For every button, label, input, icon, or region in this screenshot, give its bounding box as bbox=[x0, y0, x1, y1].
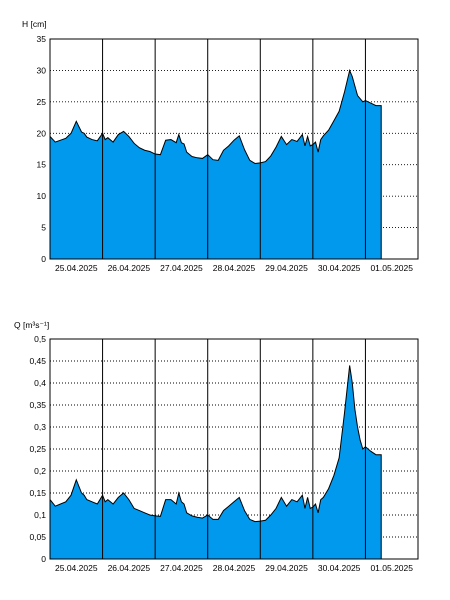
plot-frame bbox=[49, 38, 419, 260]
y-tick-label: 0,2 bbox=[34, 466, 46, 476]
y-tick-label: 0,5 bbox=[34, 334, 46, 344]
x-tick-label: 29.04.2025 bbox=[265, 263, 308, 273]
y-tick-label: 0,25 bbox=[29, 444, 46, 454]
x-tick-label: 27.04.2025 bbox=[160, 263, 203, 273]
x-tick-label: 30.04.2025 bbox=[318, 563, 361, 573]
series-area bbox=[49, 68, 382, 260]
x-tick-label: 26.04.2025 bbox=[108, 563, 151, 573]
y-axis-label: H [cm] bbox=[22, 19, 47, 29]
x-tick-label: 01.05.2025 bbox=[370, 263, 413, 273]
y-tick-label: 0,45 bbox=[29, 356, 46, 366]
series-area bbox=[49, 365, 382, 560]
y-tick-label: 0,05 bbox=[29, 532, 46, 542]
y-tick-label: 5 bbox=[41, 223, 46, 233]
y-tick-label: 0 bbox=[41, 254, 46, 264]
discharge-chart: Q [m³s⁻¹] 0 0,05 0,1 0,15 0,2 0,25 0,3 0,35 0,4 0,… bbox=[14, 320, 419, 573]
x-tick-label: 28.04.2025 bbox=[213, 563, 256, 573]
x-tick-label: 26.04.2025 bbox=[108, 263, 151, 273]
y-tick-label: 0,1 bbox=[34, 510, 46, 520]
x-tick-label: 29.04.2025 bbox=[265, 563, 308, 573]
y-tick-label: 0,35 bbox=[29, 400, 46, 410]
x-tick-label: 01.05.2025 bbox=[370, 563, 413, 573]
y-tick-label: 25 bbox=[37, 97, 47, 107]
y-tick-label: 0,15 bbox=[29, 488, 46, 498]
x-tick-label: 25.04.2025 bbox=[55, 563, 98, 573]
y-tick-label: 0,3 bbox=[34, 422, 46, 432]
y-axis-label: Q [m³s⁻¹] bbox=[14, 320, 49, 330]
x-tick-label: 27.04.2025 bbox=[160, 563, 203, 573]
y-tick-label: 10 bbox=[37, 191, 47, 201]
y-tick-label: 35 bbox=[37, 34, 47, 44]
plot-frame bbox=[49, 338, 419, 560]
y-tick-label: 0,4 bbox=[34, 378, 46, 388]
water-level-chart: H [cm] 0 5 10 15 20 25 30 35 25.04.2025 26.04.2025… bbox=[22, 19, 419, 273]
x-tick-label: 25.04.2025 bbox=[55, 263, 98, 273]
x-tick-label: 28.04.2025 bbox=[213, 263, 256, 273]
x-tick-label: 30.04.2025 bbox=[318, 263, 361, 273]
y-tick-label: 20 bbox=[37, 128, 47, 138]
y-tick-label: 0 bbox=[41, 554, 46, 564]
y-tick-label: 30 bbox=[37, 65, 47, 75]
y-tick-label: 15 bbox=[37, 160, 47, 170]
